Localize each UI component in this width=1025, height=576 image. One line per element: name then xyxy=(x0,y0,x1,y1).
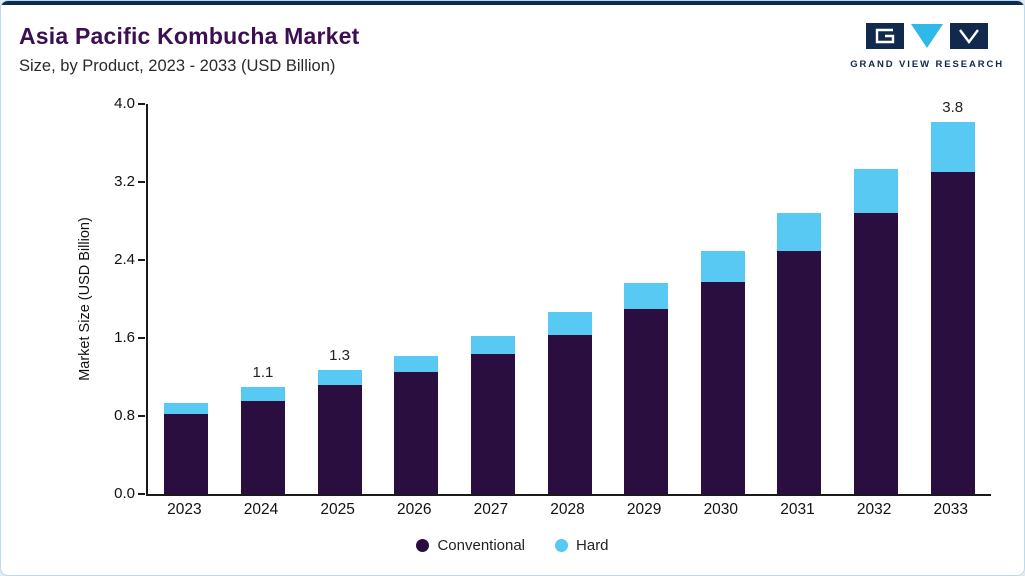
bar-2024: 1.1 xyxy=(240,363,285,494)
bar-slot: 1.3 xyxy=(301,104,378,494)
x-tick-label: 2028 xyxy=(550,501,585,518)
x-tick-label: 2030 xyxy=(703,501,739,518)
bar-segment-conventional xyxy=(470,353,515,494)
title-block: Asia Pacific Kombucha Market Size, by Pr… xyxy=(19,23,360,76)
bar-slot xyxy=(378,104,455,494)
legend-item-conventional: Conventional xyxy=(416,537,525,554)
bar-2033: 3.8 xyxy=(930,98,975,494)
plot-area: 1.1 1.3 3.8 xyxy=(146,99,991,496)
chart-header: Asia Pacific Kombucha Market Size, by Pr… xyxy=(19,23,1004,76)
bar-2029 xyxy=(624,283,669,494)
x-tick-label: 2023 xyxy=(167,501,202,518)
brand-logo-marks xyxy=(866,23,989,54)
y-tick-label: 3.2 xyxy=(114,173,135,190)
x-tick-label: 2033 xyxy=(933,501,968,518)
brand-logo: GRAND VIEW RESEARCH xyxy=(850,23,1004,70)
bar-slot xyxy=(838,104,915,494)
bar-segment-hard xyxy=(470,336,515,354)
bar-2028 xyxy=(547,311,592,494)
bar-slot xyxy=(455,104,532,494)
logo-mark-v-icon xyxy=(950,23,989,54)
x-tick-label: 2025 xyxy=(320,501,355,518)
legend-label: Conventional xyxy=(437,537,526,554)
bar-slot: 1.1 xyxy=(225,104,302,494)
bar-segment-conventional xyxy=(777,251,822,494)
bar-value-label: 3.8 xyxy=(942,98,964,116)
bar-segment-conventional xyxy=(624,308,669,494)
y-tick-label: 1.6 xyxy=(114,329,135,346)
y-tick-label: 2.4 xyxy=(114,251,135,268)
y-tick-label: 4.0 xyxy=(114,95,135,112)
legend: Conventional Hard xyxy=(1,537,1024,554)
bar-segment-hard xyxy=(240,386,285,402)
bar-2026 xyxy=(394,355,439,494)
legend-dot-conventional-icon xyxy=(416,539,430,552)
bar-2030 xyxy=(700,251,745,494)
bar-segment-conventional xyxy=(930,172,975,494)
y-tick-mark xyxy=(138,337,145,339)
y-tick-mark xyxy=(138,493,145,495)
bar-2025: 1.3 xyxy=(317,347,362,494)
logo-mark-g-icon xyxy=(866,23,905,54)
y-tick-label: 0.0 xyxy=(114,485,135,502)
logo-mark-triangle-icon xyxy=(910,23,944,54)
brand-logo-text: GRAND VIEW RESEARCH xyxy=(850,59,1004,70)
legend-item-hard: Hard xyxy=(555,537,609,554)
bar-segment-conventional xyxy=(854,213,899,494)
bar-segment-conventional xyxy=(317,384,362,494)
top-accent-bar xyxy=(1,1,1024,5)
bar-segment-conventional xyxy=(547,335,592,494)
bar-segment-hard xyxy=(164,403,209,415)
bar-segment-hard xyxy=(394,355,439,373)
bar-slot: 3.8 xyxy=(914,99,991,494)
bar-segment-conventional xyxy=(700,282,745,494)
bar-segment-hard xyxy=(624,283,669,309)
y-tick-mark xyxy=(138,181,145,183)
bar-slot xyxy=(684,104,761,494)
y-tick-mark xyxy=(138,103,145,105)
bar-segment-conventional xyxy=(164,414,209,494)
bar-slot xyxy=(608,104,685,494)
x-tick-label: 2026 xyxy=(397,501,432,518)
legend-label: Hard xyxy=(576,537,609,554)
x-axis-labels: 2023 2024 2025 2026 2027 2028 2029 2030 2031 2032… xyxy=(146,501,989,519)
bar-segment-hard xyxy=(777,213,822,252)
bar-value-label: 1.3 xyxy=(329,347,351,365)
bar-slot xyxy=(531,104,608,494)
y-tick-mark xyxy=(138,415,145,417)
bar-segment-hard xyxy=(547,311,592,336)
x-tick-label: 2024 xyxy=(243,501,279,518)
x-tick-label: 2032 xyxy=(856,501,892,518)
chart-title: Asia Pacific Kombucha Market xyxy=(19,23,360,49)
bar-2027 xyxy=(470,336,515,494)
bar-segment-conventional xyxy=(240,401,285,494)
x-tick-label: 2031 xyxy=(780,501,815,518)
x-tick-label: 2027 xyxy=(473,501,509,518)
bar-segment-hard xyxy=(930,121,975,173)
bar-segment-hard xyxy=(700,251,745,283)
bar-slot xyxy=(761,104,838,494)
y-tick-mark xyxy=(138,259,145,261)
bar-segment-hard xyxy=(854,169,899,214)
x-tick-label: 2029 xyxy=(626,501,662,518)
bar-value-label: 1.1 xyxy=(252,363,274,381)
bar-2031 xyxy=(777,213,822,494)
bar-segment-conventional xyxy=(394,372,439,494)
legend-dot-hard-icon xyxy=(555,539,569,552)
bar-2032 xyxy=(854,169,899,494)
bar-slot xyxy=(148,104,225,494)
y-tick-label: 0.8 xyxy=(114,407,135,424)
bar-2023 xyxy=(164,403,209,494)
bar-segment-hard xyxy=(317,370,362,385)
chart-subtitle: Size, by Product, 2023 - 2033 (USD Billi… xyxy=(19,57,336,75)
